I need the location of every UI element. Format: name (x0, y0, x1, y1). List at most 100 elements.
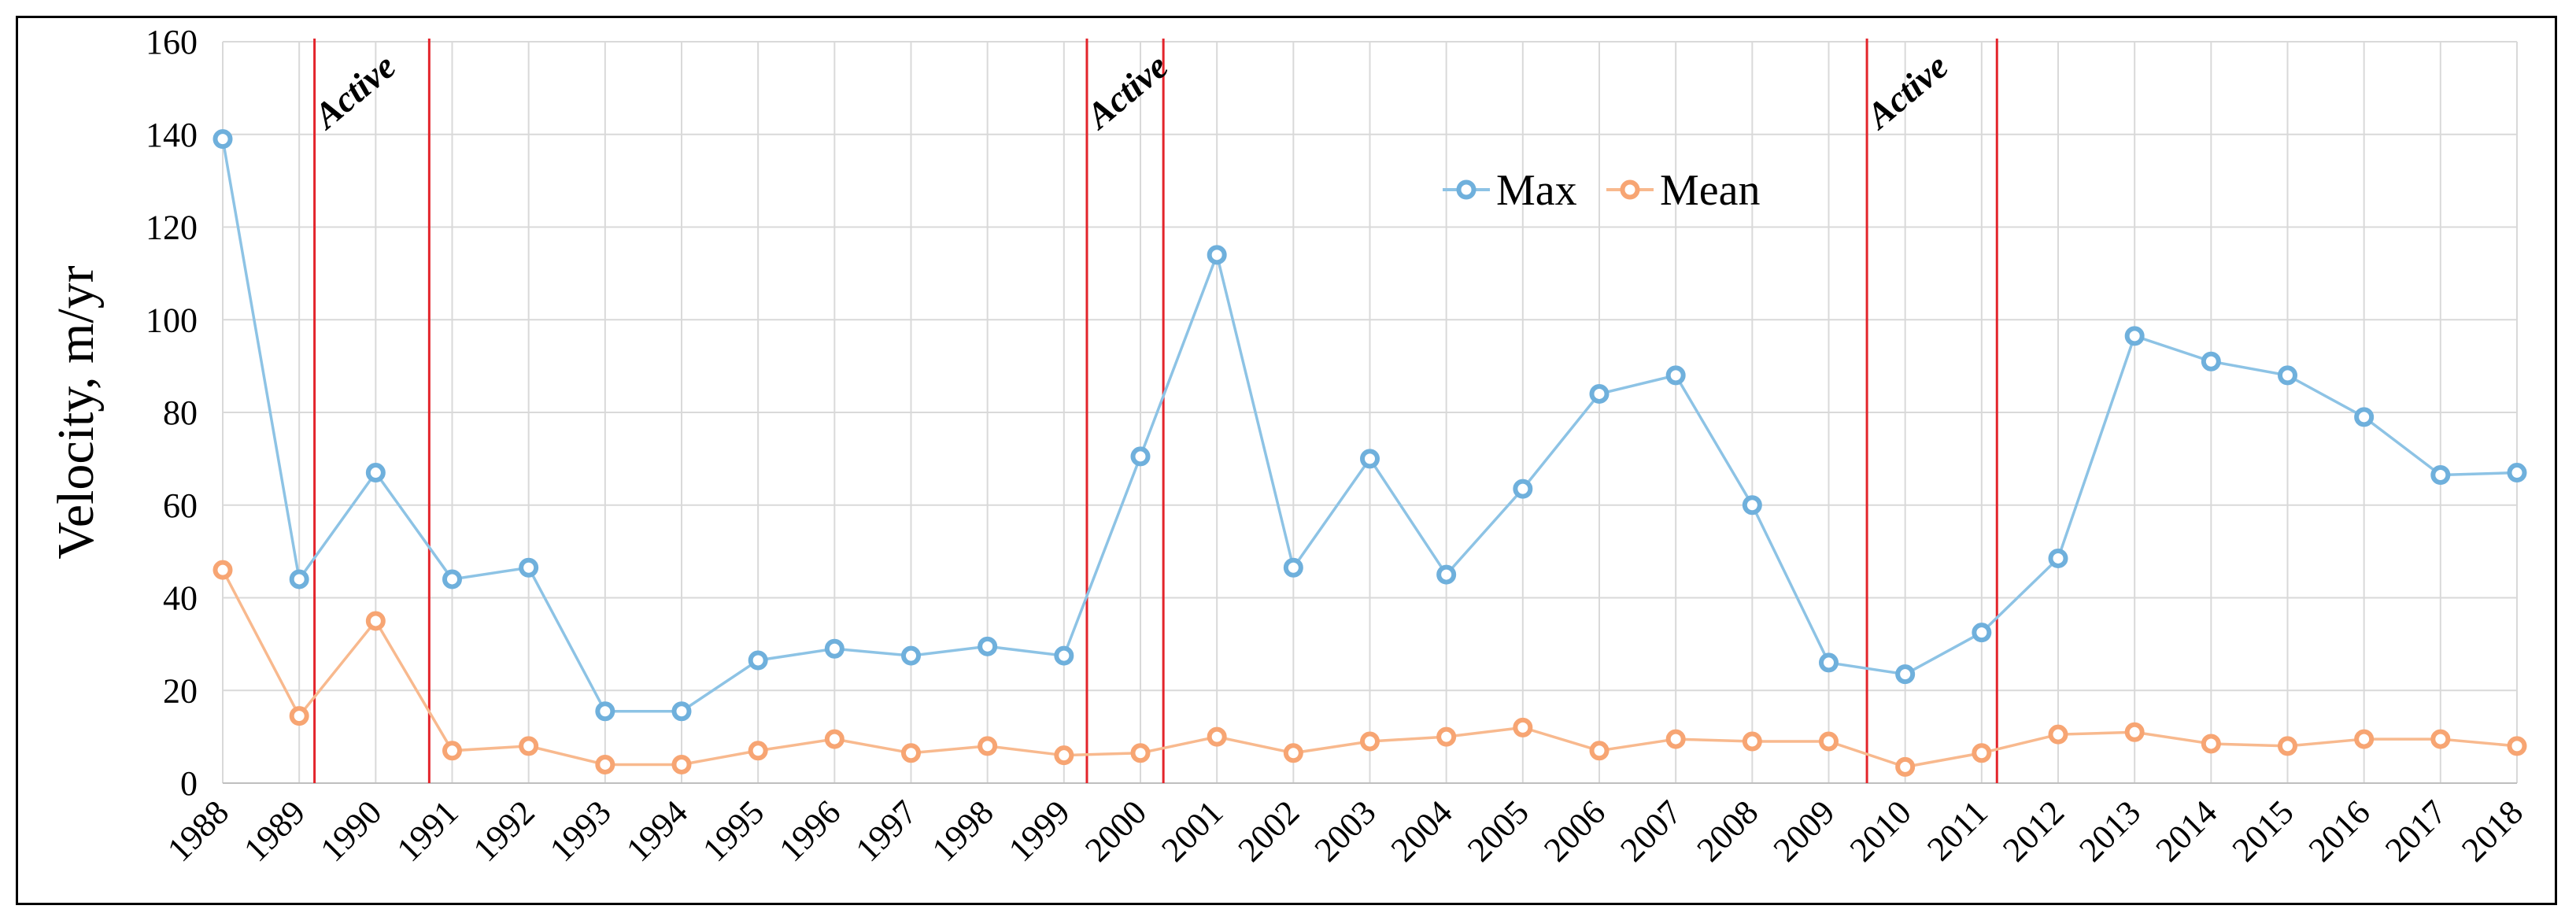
active-label: Active (1077, 46, 1175, 138)
data-point-mean (1054, 745, 1074, 766)
data-point-mean (2430, 729, 2451, 749)
data-point-max (595, 701, 615, 722)
data-point-max (2048, 548, 2068, 568)
x-tick-label: 2008 (1690, 793, 1766, 869)
y-tick-label: 80 (163, 394, 198, 432)
data-point-max (365, 463, 386, 483)
data-point-max (2507, 463, 2527, 483)
series-lines (213, 129, 2527, 777)
data-point-mean (1589, 741, 1610, 761)
data-point-mean (442, 741, 462, 761)
x-tick-label: 1991 (390, 793, 466, 869)
x-tick-label: 2002 (1231, 793, 1307, 869)
legend-label-mean: Mean (1660, 166, 1761, 215)
data-point-max (901, 645, 921, 666)
x-tick-label: 2015 (2225, 793, 2301, 869)
data-point-max (1513, 479, 1533, 499)
data-point-mean (1513, 717, 1533, 737)
data-point-max (1589, 383, 1610, 404)
x-tick-label: 2000 (1077, 793, 1154, 869)
x-tick-label: 1998 (925, 793, 1001, 869)
x-tick-label: 2006 (1536, 793, 1613, 869)
data-point-mean (2507, 736, 2527, 756)
data-point-max (1819, 652, 1839, 673)
chart-frame: Active Active Active 0 20 40 60 80 100 120 140 160… (16, 16, 2557, 905)
data-point-mean (2354, 729, 2375, 749)
data-point-mean (901, 743, 921, 763)
data-point-mean (671, 754, 692, 774)
data-point-mean (748, 741, 768, 761)
data-point-mean (1130, 743, 1151, 763)
data-point-mean (289, 706, 309, 726)
data-point-mean (1665, 729, 1686, 749)
data-point-mean (1436, 726, 1457, 747)
data-point-mean (519, 736, 539, 756)
x-tick-label: 1994 (619, 793, 695, 869)
y-tick-label: 120 (146, 209, 198, 247)
data-point-mean (2124, 722, 2145, 742)
data-point-max (671, 701, 692, 722)
data-point-mean (1819, 731, 1839, 752)
x-tick-label: 2017 (2378, 793, 2454, 869)
data-point-max (2124, 326, 2145, 346)
y-tick-label: 140 (146, 116, 198, 154)
legend: Max Mean (1443, 166, 1761, 215)
data-point-max (1283, 557, 1303, 578)
y-tick-label: 0 (180, 764, 198, 803)
y-axis-title: Velocity, m/yr (47, 265, 105, 559)
x-tick-label: 2014 (2149, 793, 2225, 869)
x-tick-label: 2011 (1920, 793, 1995, 868)
data-point-max (978, 636, 998, 656)
y-tick-label: 40 (163, 579, 198, 618)
data-point-mean (824, 729, 844, 749)
x-tick-label: 2001 (1154, 793, 1230, 869)
legend-label-max: Max (1496, 166, 1577, 215)
data-point-max (2201, 351, 2221, 371)
data-point-max (289, 569, 309, 590)
data-point-max (1054, 645, 1074, 666)
x-tick-label: 1988 (160, 793, 236, 869)
x-tick-label: 2007 (1613, 793, 1689, 869)
data-point-mean (365, 611, 386, 631)
active-label: Active (305, 46, 403, 138)
data-point-mean (1360, 731, 1380, 752)
x-tick-label: 2018 (2454, 793, 2530, 869)
y-tick-label: 60 (163, 486, 198, 525)
data-point-max (442, 569, 462, 590)
data-point-mean (1283, 743, 1303, 763)
data-point-max (213, 129, 233, 150)
y-tick-label: 20 (163, 671, 198, 710)
data-point-max (1895, 664, 1916, 685)
x-tick-label: 1999 (1001, 793, 1077, 869)
x-tick-label: 1989 (236, 793, 312, 869)
x-tick-label: 1993 (542, 793, 619, 869)
data-point-mean (595, 754, 615, 774)
data-point-max (2430, 464, 2451, 485)
y-tick-label: 160 (146, 23, 198, 61)
x-tick-label: 2010 (1842, 793, 1919, 869)
data-point-max (2354, 407, 2375, 427)
line-chart: Active Active Active 0 20 40 60 80 100 120 140 160… (47, 23, 2530, 869)
x-tick-label: 1992 (466, 793, 542, 869)
data-point-max (1436, 564, 1457, 585)
data-point-mean (978, 736, 998, 756)
x-tick-label: 2004 (1384, 793, 1460, 869)
active-period-markers: Active Active Active (305, 39, 1998, 783)
data-point-max (748, 650, 768, 671)
x-tick-label: 2013 (2072, 793, 2148, 869)
legend-marker-mean (1620, 179, 1640, 200)
data-point-max (519, 557, 539, 578)
data-point-max (1972, 623, 1992, 643)
data-point-max (1742, 495, 1762, 516)
data-point-max (2278, 365, 2297, 386)
data-point-max (1360, 449, 1380, 469)
gridlines (222, 41, 2518, 783)
x-tick-label: 1995 (695, 793, 771, 869)
data-point-max (824, 638, 844, 659)
x-tick-label: 2003 (1307, 793, 1384, 869)
data-point-max (1130, 446, 1151, 467)
x-tick-label: 2016 (2301, 793, 2378, 869)
y-tick-label: 100 (146, 301, 198, 339)
legend-marker-max (1456, 179, 1476, 200)
